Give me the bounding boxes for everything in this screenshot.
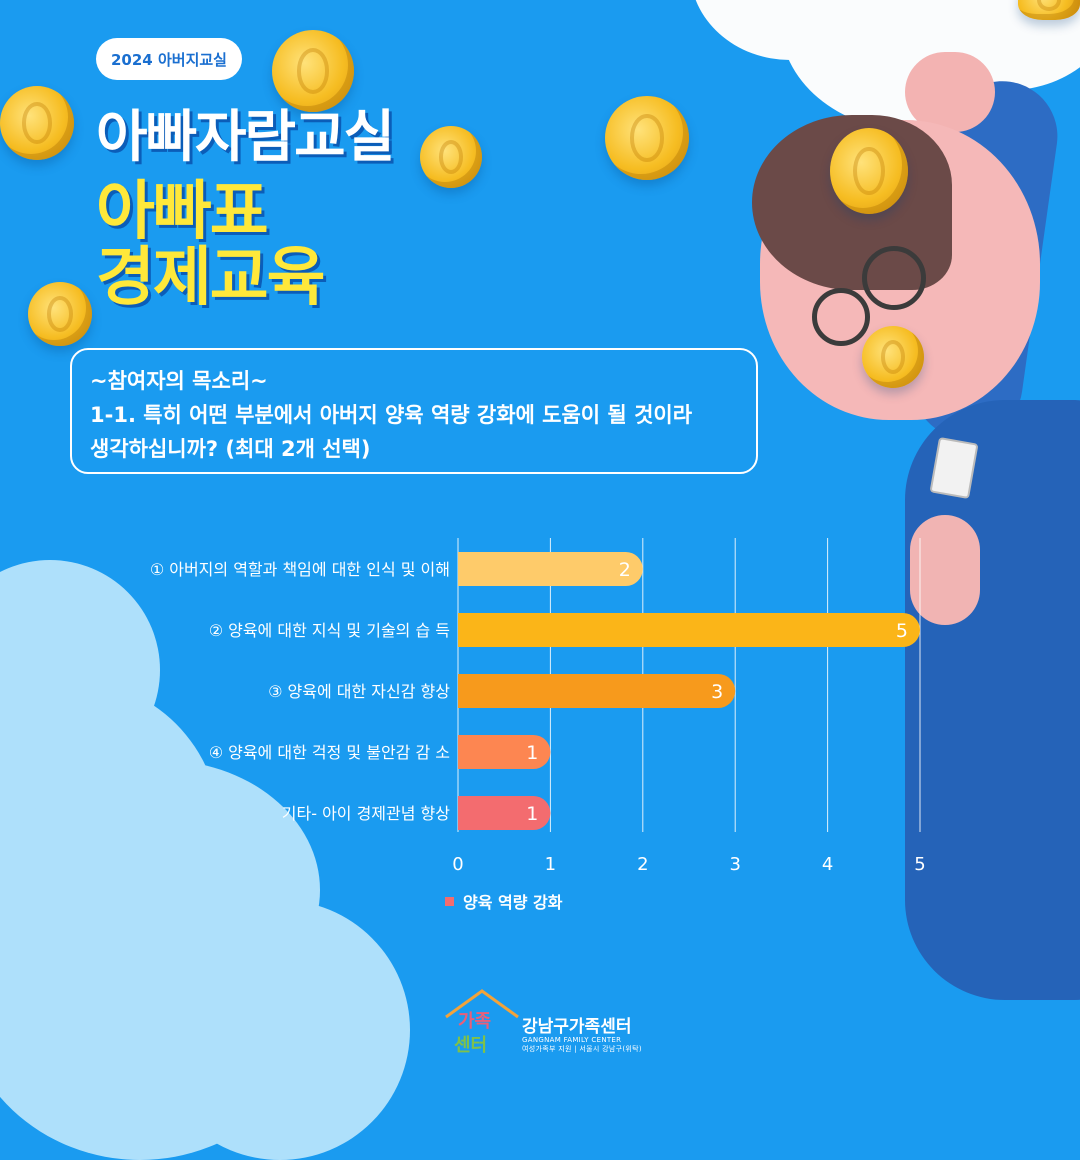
x-tick-label: 5 [914,854,925,875]
bar [458,552,643,586]
category-label: ④ 양육에 대한 걱정 및 불안감 감 소 [209,743,450,762]
logo-mark-top: 가족 [458,1011,491,1032]
coin-icon [1018,0,1080,20]
category-label: 기타- 아이 경제관념 향상 [282,804,451,823]
org-name: 강남구가족센터 [522,1017,632,1037]
org-en: GANGNAM FAMILY CENTER [522,1036,622,1044]
question-box: ~참여자의 목소리~ 1-1. 특히 어떤 부분에서 아버지 양육 역량 강화에… [70,348,758,474]
coin-icon [605,96,689,180]
family-center-logo: 가족 센터 [445,989,519,1055]
coin-icon [830,128,908,214]
question-heading: ~참여자의 목소리~ [90,369,268,393]
bar-value-label: 1 [526,742,538,764]
logo-mark-bottom: 센터 [454,1035,487,1055]
bar-value-label: 2 [619,559,631,581]
coin-icon [272,30,354,112]
event-pill: 2024 아버지교실 [96,38,242,80]
question-text-line-2: 생각하십니까? (최대 2개 선택) [90,437,371,461]
org-sub: 여성가족부 지원 | 서울시 강남구(위탁) [522,1045,642,1053]
coin-icon [420,126,482,188]
bar [458,674,736,708]
org-english-name: GANGNAM FAMILY CENTER 여성가족부 지원 | 서울시 강남구… [522,1036,642,1054]
x-tick-label: 1 [545,854,556,875]
title-line-2: 아빠표 [96,175,269,249]
bar-chart: 2 ① 아버지의 역할과 책임에 대한 인식 및 이해 5 ② 양육에 대한 지식 및… [150,538,926,912]
legend-label: 양육 역량 강화 [463,893,563,912]
bar-value-label: 1 [526,803,538,825]
bar-value-label: 3 [711,681,723,703]
bar-square-end [458,552,492,586]
coin-icon [862,326,924,388]
bar-square-end [458,613,492,647]
question-text-line-1: 1-1. 특히 어떤 부분에서 아버지 양육 역량 강화에 도움이 될 것이라 [90,403,693,427]
coin-icon [28,282,92,346]
coin-icon [0,86,74,160]
x-tick-label: 3 [729,854,740,875]
category-label: ② 양육에 대한 지식 및 기술의 습 득 [209,621,450,640]
legend-swatch [445,897,454,906]
x-tick-label: 4 [822,854,833,875]
bar-square-end [458,735,492,769]
category-label: ① 아버지의 역할과 책임에 대한 인식 및 이해 [150,560,450,579]
x-tick-label: 0 [452,854,463,875]
category-label: ③ 양육에 대한 자신감 향상 [268,682,450,701]
bar-value-label: 5 [896,620,908,642]
bar [458,613,920,647]
bar-square-end [458,796,492,830]
bar-square-end [458,674,492,708]
title-line-3: 경제교육 [96,241,326,315]
x-tick-label: 2 [637,854,648,875]
title-line-1: 아빠자람교실 [96,105,395,170]
